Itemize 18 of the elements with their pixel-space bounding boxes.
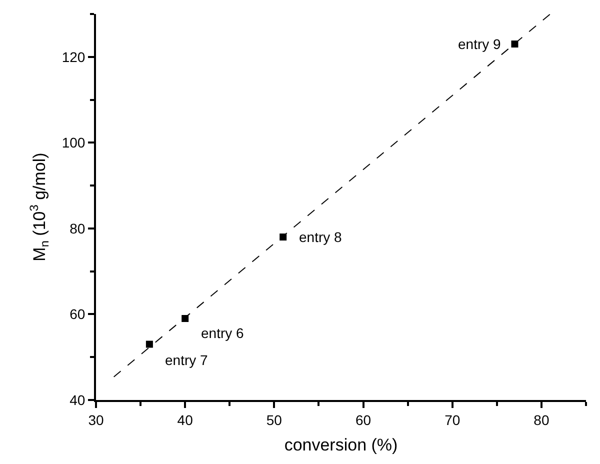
x-tick-label: 70 [444, 412, 460, 428]
y-tick-label: 80 [70, 220, 86, 236]
y-tick-label: 120 [62, 48, 86, 65]
annotation: entry 7 [165, 352, 208, 368]
x-tick-label: 60 [355, 412, 372, 428]
y-tick-label: 100 [62, 134, 86, 151]
annotation: entry 8 [299, 229, 342, 245]
annotation: entry 9 [458, 36, 502, 52]
x-axis-title: conversion (%) [284, 436, 398, 455]
x-tick-label: 40 [177, 412, 194, 428]
point [511, 40, 518, 48]
x-tick-label: 30 [88, 412, 104, 428]
y-tick-label: 60 [70, 306, 86, 322]
annotation: entry 6 [201, 325, 244, 341]
y-tick-label: 40 [70, 392, 86, 408]
x-tick-label: 50 [266, 412, 282, 428]
point [146, 340, 153, 348]
x-tick-label: 80 [534, 412, 550, 428]
